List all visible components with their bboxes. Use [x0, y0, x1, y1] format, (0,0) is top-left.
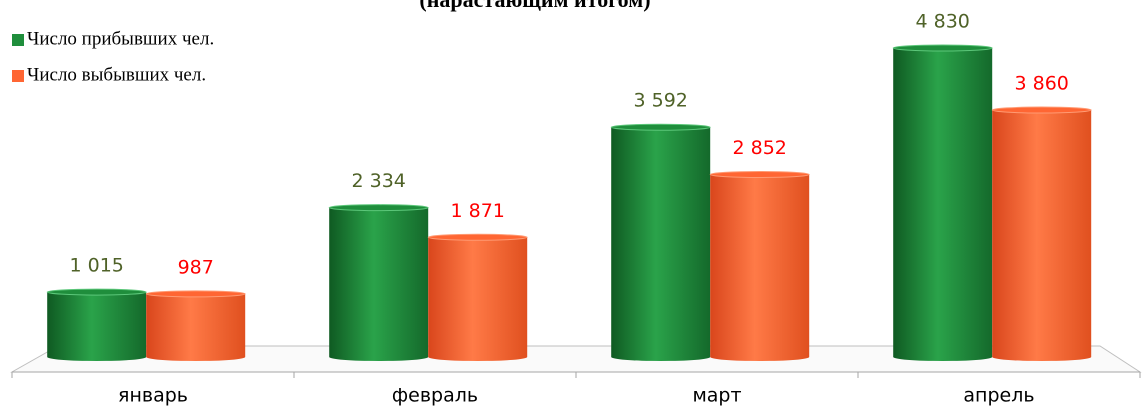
- bar: [991, 106, 1092, 361]
- data-label: 3 860: [1014, 73, 1068, 95]
- x-tick-label: февраль: [392, 385, 478, 407]
- chart-title: (нарастающим итогом): [419, 0, 650, 12]
- data-label: 4 830: [915, 11, 969, 33]
- legend-swatch: [12, 70, 24, 82]
- legend-label: Число прибывших чел.: [27, 28, 214, 49]
- bar: [892, 44, 993, 361]
- data-label: 3 592: [633, 90, 687, 112]
- data-label: 987: [178, 256, 214, 278]
- x-tick-label: март: [692, 385, 741, 407]
- legend-label: Число выбывших чел.: [27, 64, 206, 85]
- legend-swatch: [12, 34, 24, 46]
- bar: [427, 233, 528, 361]
- data-label: 1 015: [69, 255, 123, 277]
- data-label: 2 334: [351, 170, 405, 192]
- x-tick-label: апрель: [963, 385, 1034, 407]
- x-tick-label: январь: [118, 385, 188, 407]
- bar: [328, 204, 429, 361]
- data-label: 1 871: [450, 200, 504, 222]
- bar: [610, 123, 711, 362]
- bar: [145, 290, 246, 361]
- bar: [46, 288, 147, 361]
- data-label: 2 852: [732, 137, 786, 159]
- bar: [709, 171, 810, 361]
